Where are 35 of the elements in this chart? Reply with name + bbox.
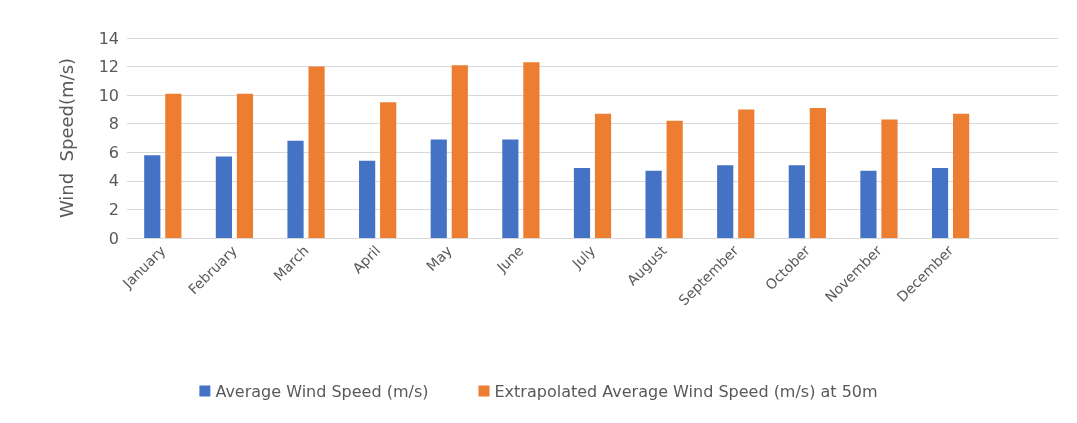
y-tick-label: 4 (108, 171, 119, 191)
bar (215, 156, 232, 238)
y-tick-label: 12 (98, 57, 119, 77)
y-tick-label: 6 (108, 142, 119, 162)
bar (144, 155, 161, 238)
bar (717, 165, 734, 238)
bar (881, 119, 898, 238)
bar (666, 120, 683, 238)
y-tick-label: 10 (98, 85, 119, 105)
bar (573, 168, 591, 238)
y-tick-label: 8 (108, 114, 119, 134)
legend-label: Average Wind Speed (m/s) (215, 381, 429, 401)
bar (788, 165, 805, 238)
y-tick-label: 14 (98, 28, 119, 48)
bar (931, 168, 949, 238)
bar (738, 109, 755, 238)
bar (523, 62, 540, 238)
bar (165, 93, 182, 238)
bar (308, 66, 325, 238)
bar (594, 113, 612, 238)
y-tick-label: 2 (108, 199, 119, 219)
bar (359, 160, 376, 238)
bar (380, 102, 397, 238)
bar (236, 93, 254, 238)
y-tick-label: 0 (108, 228, 119, 248)
legend-label: Extrapolated Average Wind Speed (m/s) at 50m (494, 381, 878, 401)
y-axis-title: Wind Speed(m/s) (55, 57, 77, 219)
bar (430, 139, 447, 238)
bar (287, 140, 304, 238)
bar (502, 139, 519, 238)
bar (645, 170, 662, 238)
bar (860, 170, 877, 238)
bar (451, 65, 468, 238)
bar (953, 113, 970, 238)
bar (809, 108, 826, 238)
